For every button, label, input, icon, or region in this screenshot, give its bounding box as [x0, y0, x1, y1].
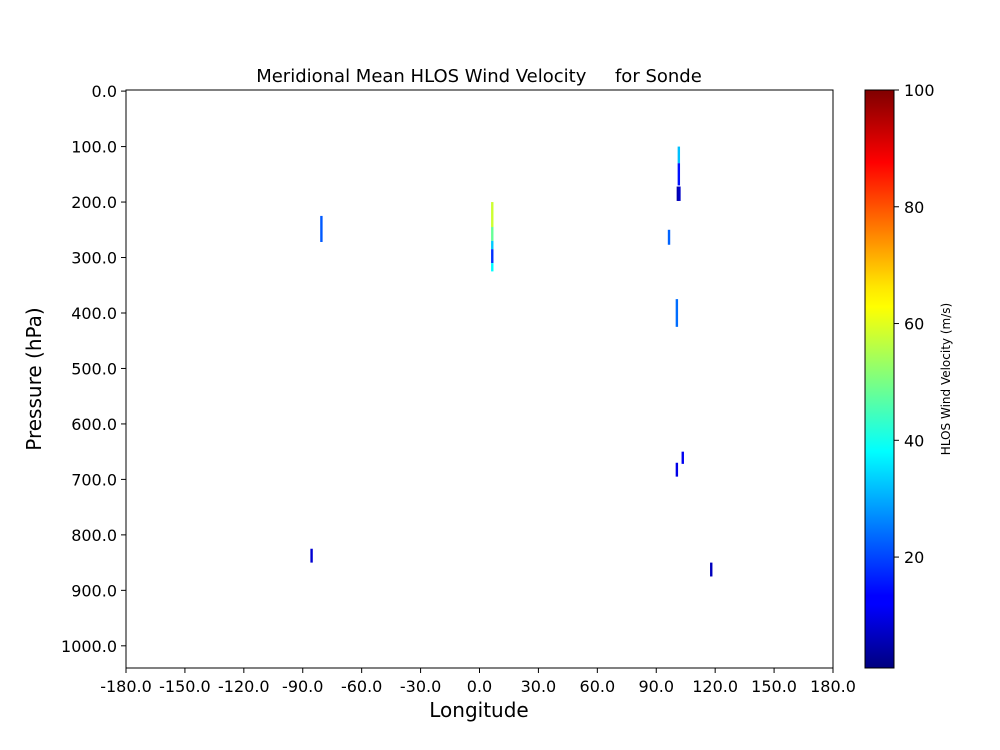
colorbar-tick-label: 20	[904, 548, 924, 567]
colorbar-ticks: 20 40 60 80 100	[894, 81, 935, 567]
colorbar	[864, 89, 895, 669]
x-tick-label: -150.0	[159, 677, 211, 696]
wind-segment	[675, 299, 679, 327]
wind-segment	[491, 263, 494, 272]
y-tick-label: 200.0	[71, 193, 117, 212]
wind-segment	[677, 163, 681, 186]
x-tick-label: 120.0	[692, 677, 738, 696]
wind-segment	[678, 186, 681, 201]
wind-segment	[320, 215, 323, 242]
y-tick-label: 100.0	[71, 138, 117, 157]
wind-segment	[677, 146, 681, 164]
wind-segment	[676, 186, 680, 201]
x-tick-label: -30.0	[400, 677, 441, 696]
x-tick-label: -120.0	[218, 677, 270, 696]
x-tick-label: 30.0	[521, 677, 557, 696]
x-tick-label: 0.0	[467, 677, 492, 696]
data-segments	[310, 146, 713, 577]
y-tick-label: 500.0	[71, 359, 117, 378]
wind-segment	[491, 240, 494, 250]
chart-title: Meridional Mean HLOS Wind Velocity for S…	[256, 66, 702, 87]
y-axis: 0.0 100.0 200.0 300.0 400.0 500.0 600.0 700.0 80…	[61, 82, 126, 656]
wind-segment	[491, 227, 494, 241]
wind-segment	[310, 548, 313, 563]
x-tick-label: -90.0	[282, 677, 323, 696]
colorbar-tick-label: 40	[904, 431, 924, 450]
x-axis-label: Longitude	[429, 698, 528, 722]
y-tick-label: 700.0	[71, 470, 117, 489]
plot-area	[125, 89, 834, 669]
wind-segment	[667, 229, 671, 245]
wind-segment	[491, 202, 494, 228]
x-tick-label: 180.0	[810, 677, 856, 696]
wind-segment	[681, 451, 684, 464]
x-tick-label: -60.0	[341, 677, 382, 696]
y-tick-label: 600.0	[71, 415, 117, 434]
y-tick-label: 400.0	[71, 304, 117, 323]
wind-segment	[710, 562, 713, 577]
y-tick-label: 1000.0	[61, 637, 117, 656]
colorbar-tick-label: 100	[904, 81, 935, 100]
colorbar-tick-label: 80	[904, 198, 924, 217]
wind-segment	[675, 462, 679, 477]
x-axis: -180.0 -150.0 -120.0 -90.0 -60.0 -30.0 0.0 30.0…	[100, 668, 856, 696]
y-tick-label: 0.0	[92, 82, 117, 101]
x-tick-label: 90.0	[638, 677, 674, 696]
x-tick-label: 150.0	[751, 677, 797, 696]
x-tick-label: -180.0	[100, 677, 152, 696]
y-tick-label: 900.0	[71, 581, 117, 600]
y-tick-label: 300.0	[71, 249, 117, 268]
colorbar-label: HLOS Wind Velocity (m/s)	[939, 303, 953, 455]
y-axis-label: Pressure (hPa)	[22, 307, 46, 450]
colorbar-tick-label: 60	[904, 315, 924, 334]
x-tick-label: 60.0	[580, 677, 616, 696]
wind-segment	[491, 249, 494, 264]
y-tick-label: 800.0	[71, 526, 117, 545]
